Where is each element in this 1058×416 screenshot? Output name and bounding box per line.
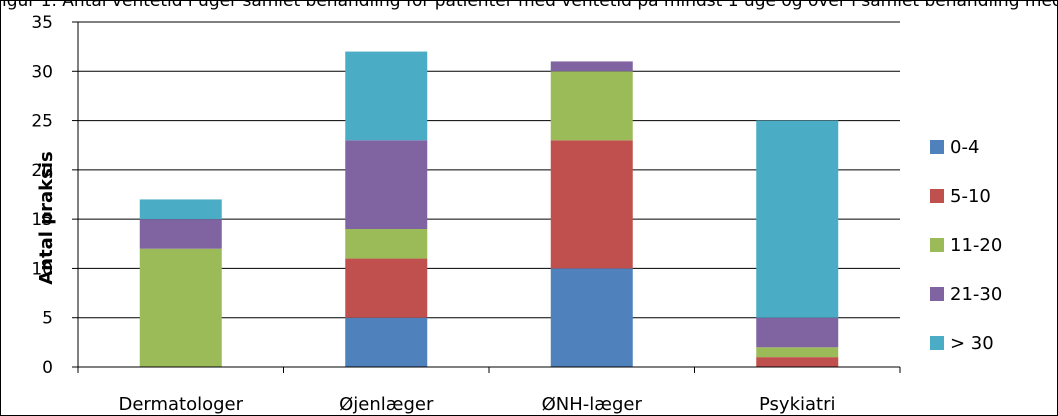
- legend-label: 0-4: [950, 137, 979, 158]
- y-tick-label: 20: [31, 161, 53, 181]
- bar-segment: [139, 219, 222, 249]
- y-axis-label: Antal praksis: [36, 151, 57, 284]
- axes: [77, 22, 901, 373]
- legend-swatch: [930, 238, 944, 252]
- bar-segment: [756, 357, 839, 367]
- bar-segment: [345, 140, 428, 229]
- legend-swatch: [930, 336, 944, 350]
- x-category-label: ØNH-læger: [542, 394, 643, 415]
- bar-segment: [550, 71, 633, 141]
- legend-swatch: [930, 140, 944, 154]
- legend-swatch: [930, 189, 944, 203]
- legend-label: 5-10: [950, 186, 991, 207]
- legend-label: 21-30: [950, 284, 1002, 305]
- y-tick-label: 35: [31, 13, 53, 33]
- legend-label: > 30: [950, 333, 994, 354]
- bar-segment: [550, 61, 633, 72]
- bar-segment: [139, 199, 222, 220]
- bar-segment: [756, 120, 839, 318]
- legend-label: 11-20: [950, 235, 1002, 256]
- bar-segment: [345, 51, 428, 141]
- y-tick-label: 10: [31, 259, 53, 279]
- x-category-label: Dermatologer: [118, 394, 243, 415]
- x-category-label: Psykiatri: [759, 394, 835, 415]
- y-tick-label: 30: [31, 62, 53, 82]
- y-tick-label: 0: [42, 358, 53, 378]
- bar-segment: [345, 258, 428, 318]
- bar-segment: [345, 317, 428, 367]
- bar-segment: [345, 229, 428, 259]
- bar-segment: [550, 140, 633, 269]
- bar-segment: [756, 317, 839, 348]
- bar-segment: [550, 268, 633, 367]
- bars: [139, 51, 839, 367]
- y-tick-label: 15: [31, 210, 53, 230]
- legend-swatch: [930, 287, 944, 301]
- top-caption: igur 1. Antal ventetid i uger samlet beh…: [2, 0, 1058, 11]
- bar-segment: [139, 248, 222, 367]
- bar-segment: [756, 347, 839, 358]
- y-tick-label: 5: [42, 309, 53, 329]
- legend: 0-4 5-10 11-20 21-30 > 30: [930, 137, 1002, 354]
- x-category-labels: Dermatologer Øjenlæger ØNH-læger Psykiatri: [118, 394, 835, 415]
- y-tick-labels: 0 5 10 15 20 25 30 35: [31, 13, 78, 378]
- x-category-label: Øjenlæger: [339, 394, 434, 415]
- y-tick-label: 25: [31, 112, 53, 132]
